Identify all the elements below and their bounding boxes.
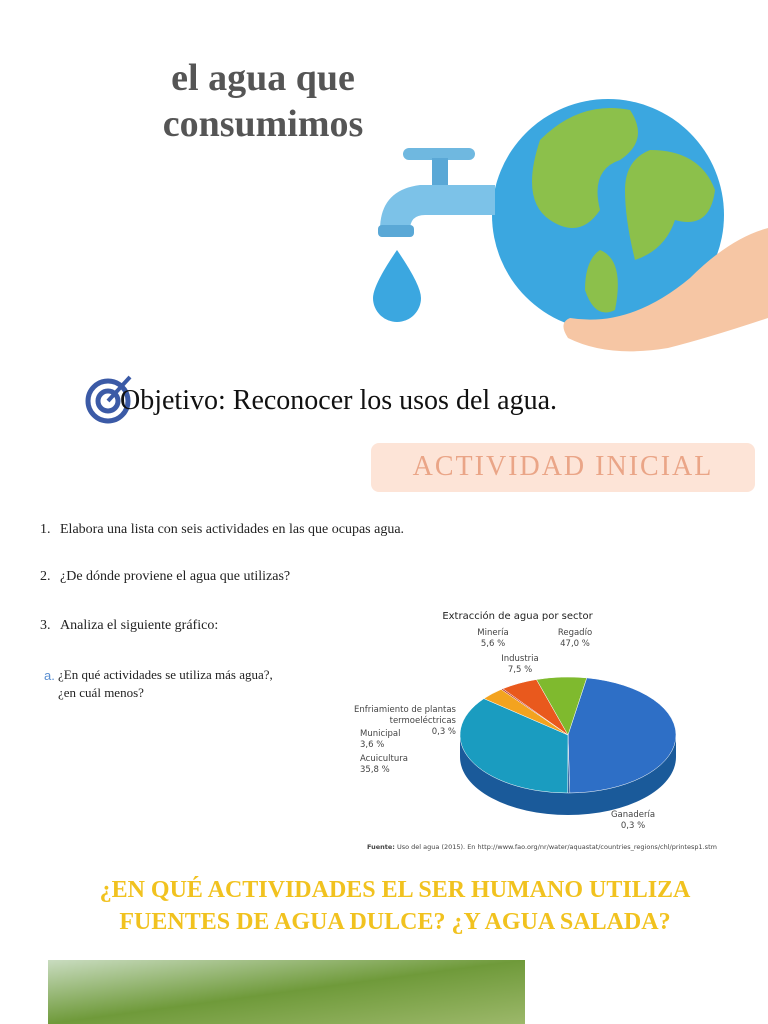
value-label: 0,3 % — [431, 727, 456, 737]
pie-slice — [536, 676, 588, 736]
value-label: 7,5 % — [507, 665, 533, 675]
category-label: Regadío — [557, 628, 593, 638]
water-drop — [373, 250, 421, 322]
question-text: ¿De dónde proviene el agua que utilizas? — [60, 569, 291, 584]
title-line: consumimos — [162, 103, 364, 145]
heading: ¿EN QUÉ ACTIVIDADES EL SER HUMANO UTILIZ… — [99, 877, 691, 903]
question-text: Elabora una lista con seis actividades e… — [60, 522, 405, 537]
slice-label: Industria 7,5 % — [485, 654, 555, 676]
question-number: 1. — [40, 522, 51, 537]
sub-marker: a. — [44, 668, 55, 683]
category-label: Ganadería — [610, 810, 656, 820]
faucet — [432, 158, 448, 188]
question-text: Analiza el siguiente gráfico: — [60, 618, 219, 633]
category-label: Industria — [501, 654, 539, 664]
continent — [532, 108, 638, 228]
value-label: 47,0 % — [560, 639, 590, 649]
slice-label: Minería 5,6 % — [458, 628, 528, 650]
question-number: 2. — [40, 569, 51, 584]
category-label: Acuicultura — [360, 754, 408, 764]
faucet — [380, 185, 495, 230]
target-icon — [85, 378, 131, 424]
value-label: 3,6 % — [360, 740, 385, 750]
field-photo — [48, 960, 525, 1024]
faucet — [378, 225, 414, 237]
slice-label: Acuicultura 35,8 % — [360, 754, 430, 776]
category-label: Minería — [477, 628, 509, 638]
category-label: Municipal — [360, 729, 401, 739]
chart-title: Extracción de agua por sector — [442, 611, 593, 622]
heading: FUENTES DE AGUA DULCE? ¿Y AGUA SALADA? — [119, 909, 671, 935]
slice-label: Municipal 3,6 % — [360, 729, 430, 751]
sub-question: ¿En qué actividades se utiliza más agua?… — [58, 667, 273, 682]
faucet — [403, 148, 475, 160]
source-label: Fuente: — [367, 843, 395, 851]
continent — [625, 150, 715, 260]
category-label: Enfriamiento de plantas termoeléctricas — [354, 705, 456, 726]
pie-slice — [459, 698, 569, 794]
value-label: 5,6 % — [480, 639, 506, 649]
question-number: 3. — [40, 618, 51, 633]
hand — [563, 228, 768, 352]
continent — [585, 250, 618, 313]
slice-label: Enfriamiento de plantas termoeléctricas 0… — [352, 705, 456, 738]
objective: Objetivo: Reconocer los usos del agua. — [120, 385, 558, 416]
source: Uso del agua (2015). En http://www.fao.o… — [396, 843, 717, 851]
value-label: 0,3 % — [620, 821, 646, 831]
value-label: 35,8 % — [360, 765, 390, 775]
slice-label: Ganadería 0,3 % — [598, 810, 668, 832]
sub-question: ¿en cuál menos? — [58, 685, 144, 700]
pie-chart — [459, 676, 677, 815]
banner — [371, 443, 755, 492]
slice-label: Regadío 47,0 % — [540, 628, 610, 650]
title-line: el agua que — [171, 57, 355, 99]
banner-text: ACTIVIDAD INICIAL — [412, 451, 714, 482]
target-icon — [106, 375, 132, 403]
pie-slice — [567, 677, 677, 794]
target-icon — [95, 388, 121, 414]
